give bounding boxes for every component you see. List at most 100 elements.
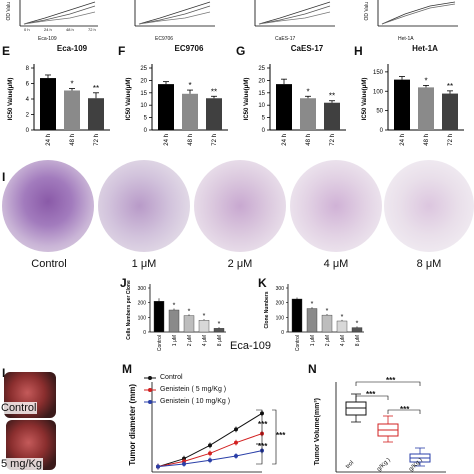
dish-label: 4 μM xyxy=(323,258,349,270)
y-axis-label: IC50 Value(μM) xyxy=(8,78,14,121)
significance-bracket xyxy=(355,381,421,386)
x-tick-label: 72 h xyxy=(448,134,454,146)
x-tick-label: 24 h xyxy=(282,134,288,146)
y-tick-label: 15 xyxy=(258,91,265,97)
y-tick-label: 8 xyxy=(26,66,30,72)
legend-entry: Control xyxy=(160,374,183,381)
y-tick-label: 10 xyxy=(140,103,147,109)
significance-bracket xyxy=(272,409,277,465)
significance-bracket xyxy=(387,409,421,414)
y-tick-label: 2 xyxy=(26,113,30,119)
colony-dish-control xyxy=(2,160,94,252)
bar xyxy=(306,308,318,333)
top-cell-label: EC9706 xyxy=(155,36,174,42)
y-tick-label: 5 xyxy=(262,116,266,122)
significance-mark: *** xyxy=(366,390,376,399)
y-axis-label: Tumor diameter (mm) xyxy=(128,384,137,466)
significance-mark: * xyxy=(326,308,329,315)
legend-marker xyxy=(148,376,152,380)
panel-letter: H xyxy=(354,44,363,58)
top-left-axis-label: OD Valu xyxy=(6,2,12,21)
top-tick: 0 h xyxy=(24,27,30,32)
bar xyxy=(394,79,410,130)
x-tick-label: 24 h xyxy=(46,134,52,146)
legend-entry: Genistein ( 5 mg/Kg ) xyxy=(160,386,227,393)
panel-title: CaES-17 xyxy=(290,44,324,53)
bar xyxy=(351,327,363,333)
colony-dish-1um xyxy=(98,160,190,252)
top-line-chart-4 xyxy=(377,0,458,27)
y-tick-label: 50 xyxy=(376,109,383,115)
top-tick: 48 h xyxy=(66,27,74,32)
dish-label: Control xyxy=(31,258,67,270)
x-tick-label: 8 μM xyxy=(355,335,361,346)
bar-chart-j: 0 100 200 300 Cells Numbers per Clone Control… xyxy=(126,280,226,351)
x-tick-label: 24 h xyxy=(400,134,406,146)
x-tick-label: 4 μM xyxy=(202,335,208,346)
y-tick-label: 200 xyxy=(276,301,285,307)
data-point xyxy=(182,462,186,466)
legend-entry: Genistein ( 10 mg/Kg ) xyxy=(160,398,231,405)
significance-mark: ** xyxy=(93,84,99,93)
data-point xyxy=(208,458,212,463)
y-tick-label: 6 xyxy=(26,82,30,88)
y-tick-label: 300 xyxy=(276,286,285,292)
significance-mark: ** xyxy=(447,82,453,91)
bar-chart-e: 0 2 4 6 8 IC50 Value(μM) 24 h * 48 h ** 72 h xyxy=(8,64,110,146)
dish-label: 2 μM xyxy=(227,258,253,270)
colony-dish-2um xyxy=(194,160,286,252)
y-axis-label: IC50 Value(μM) xyxy=(362,78,368,121)
x-tick-label: Control xyxy=(157,335,163,351)
x-tick-label: 48 h xyxy=(306,134,312,146)
dish-label: 1 μM xyxy=(131,258,157,270)
panel-letter: J xyxy=(120,276,127,290)
y-tick-label: 100 xyxy=(373,89,384,95)
x-tick-label: 2 μM xyxy=(325,335,331,346)
bar xyxy=(276,84,292,130)
legend-marker xyxy=(148,400,152,404)
top-line-charts xyxy=(19,0,458,27)
significance-mark: * xyxy=(356,320,359,327)
data-point xyxy=(234,427,238,432)
bar xyxy=(300,98,316,130)
y-tick-label: 0 xyxy=(262,128,266,134)
bar xyxy=(158,84,174,130)
top-line-chart-3 xyxy=(254,0,335,27)
top-tick: 24 h xyxy=(44,27,52,32)
significance-bracket xyxy=(355,395,389,400)
x-tick-label: 24 h xyxy=(164,134,170,146)
x-tick-label: 1 μM xyxy=(172,335,178,346)
bar xyxy=(291,298,303,333)
x-tick-label: 48 h xyxy=(188,134,194,146)
data-point xyxy=(234,454,238,458)
y-axis-label: IC50 Value(μM) xyxy=(126,78,132,121)
significance-mark: * xyxy=(188,308,191,315)
data-point xyxy=(208,451,212,456)
significance-mark: ** xyxy=(329,92,335,101)
y-tick-label: 0 xyxy=(281,330,284,336)
bar xyxy=(206,98,222,130)
top-line-chart-1 xyxy=(19,0,98,27)
cell-line-label: Eca-109 xyxy=(230,340,271,352)
y-axis-label: IC50 Value(μM) xyxy=(244,78,250,121)
colony-dish-4um xyxy=(290,160,382,252)
y-tick-label: 25 xyxy=(140,66,147,72)
x-tick-label: 48 h xyxy=(424,134,430,146)
x-tick-label: 72 h xyxy=(94,134,100,146)
x-tick-label: 8 μM xyxy=(217,335,223,346)
y-tick-label: 0 xyxy=(26,128,30,134)
significance-mark: * xyxy=(70,80,73,89)
x-tick-label: Control xyxy=(295,335,301,351)
panel-title: Het-1A xyxy=(412,44,438,53)
bar-chart-f: 0 5 10 15 20 25 IC50 Value(μM) 24 h * 48 h ** 72 h xyxy=(126,64,228,146)
significance-mark: * xyxy=(306,87,309,96)
bar xyxy=(153,301,165,333)
box-plot-n xyxy=(335,381,446,473)
significance-bracket xyxy=(256,443,263,465)
x-tick-label: 4 μM xyxy=(340,335,346,346)
significance-mark: *** xyxy=(400,405,410,414)
y-tick-label: 15 xyxy=(140,91,147,97)
dish-label: 8 μM xyxy=(416,258,442,270)
significance-mark: *** xyxy=(276,431,286,440)
top-tick: 72 h xyxy=(88,27,96,32)
